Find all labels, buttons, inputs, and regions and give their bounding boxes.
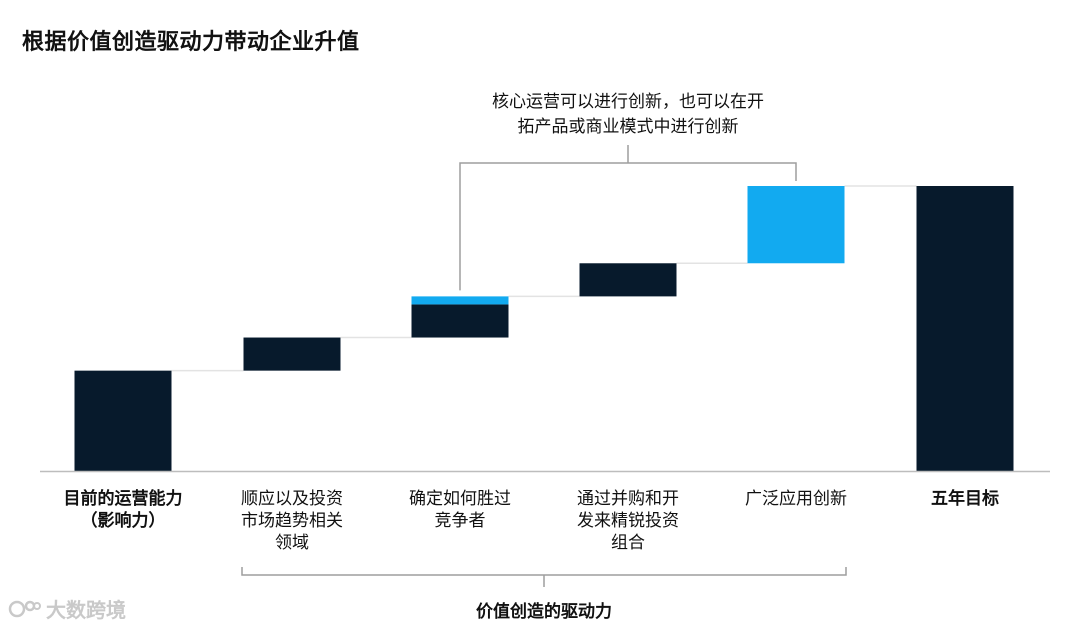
category-label-3: 通过并购和开 发来精锐投资 组合: [577, 489, 679, 553]
annotation-bracket: [459, 145, 797, 291]
category-label-2: 确定如何胜过 竞争者: [409, 489, 511, 531]
annotation-line-2: 拓产品或商业模式中进行创新: [517, 117, 739, 137]
bar-step-2-seg-1: [411, 296, 509, 305]
bar-step-1-seg-0: [243, 337, 341, 371]
bar-total-0: [74, 370, 172, 471]
category-label-1: 顺应以及投资 市场趋势相关 领域: [241, 489, 343, 553]
watermark-logo-icon: [8, 598, 42, 620]
category-label-5: 五年目标: [931, 489, 999, 509]
bar-step-4-seg-0: [747, 186, 845, 264]
chart-title: 根据价值创造驱动力带动企业升值: [22, 30, 360, 55]
bar-step-2-seg-0: [411, 304, 509, 338]
annotation-callout: 核心运营可以进行创新，也可以在开 拓产品或商业模式中进行创新: [458, 90, 798, 140]
annotation-line-1: 核心运营可以进行创新，也可以在开: [492, 92, 764, 112]
bracket-label: 价值创造的驱动力: [476, 602, 612, 622]
category-label-4: 广泛应用创新: [745, 489, 847, 509]
watermark-text: 大数跨境: [46, 598, 126, 622]
watermark: 大数跨境: [8, 594, 126, 623]
bar-step-3-seg-0: [579, 263, 677, 297]
category-label-0: 目前的运营能力 （影响力）: [63, 489, 183, 531]
bottom-bracket: [241, 567, 847, 587]
bar-total-5: [916, 186, 1014, 471]
